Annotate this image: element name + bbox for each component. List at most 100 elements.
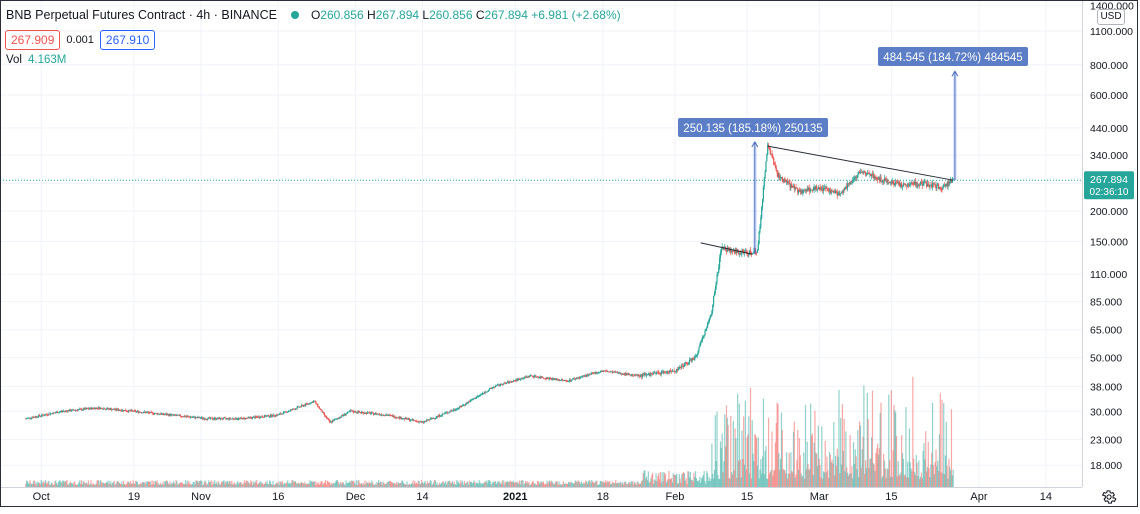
- volume-bar: [257, 483, 260, 487]
- volume-bar: [372, 484, 375, 487]
- volume-bar: [299, 483, 302, 487]
- candle-body: [496, 384, 498, 386]
- candle-body: [172, 414, 174, 416]
- candle-body: [311, 402, 313, 403]
- candle-body: [907, 184, 909, 187]
- candle-body: [703, 335, 705, 336]
- volume-bar: [294, 480, 297, 487]
- candle-body: [566, 380, 568, 382]
- volume-bar: [873, 464, 875, 487]
- candle-body: [133, 410, 135, 412]
- candle-body: [378, 413, 381, 415]
- x-tick-label: 18: [597, 491, 609, 503]
- volume-bar: [123, 484, 126, 487]
- volume-label: Vol: [6, 54, 22, 66]
- candle-body: [931, 183, 934, 188]
- volume-bar: [616, 482, 619, 487]
- volume-bar: [874, 470, 876, 487]
- candle-body: [640, 375, 642, 377]
- candle-body: [33, 416, 35, 418]
- candle-body: [907, 184, 910, 186]
- buy-button[interactable]: 267.910: [99, 30, 156, 50]
- volume-bar: [496, 482, 498, 487]
- currency-button[interactable]: USD: [1097, 9, 1125, 25]
- volume-bar: [56, 484, 59, 487]
- candle-body: [538, 377, 540, 379]
- volume-bar: [551, 481, 553, 487]
- candle-body: [488, 390, 490, 391]
- volume-bar: [62, 480, 64, 487]
- candle-body: [755, 251, 757, 253]
- volume-bar: [115, 483, 117, 487]
- arrow-head-icon: [751, 140, 759, 148]
- candle-body: [548, 378, 551, 380]
- candle-body: [785, 179, 787, 183]
- candle-body: [450, 410, 452, 412]
- candle-body: [636, 374, 638, 377]
- volume-bar: [121, 481, 123, 487]
- candle-body: [324, 413, 326, 416]
- volume-bar: [192, 481, 194, 487]
- volume-bar: [563, 483, 565, 487]
- volume-bar: [50, 484, 52, 487]
- candle-body: [568, 379, 570, 382]
- volume-bar: [334, 483, 336, 487]
- candle-body: [922, 184, 924, 186]
- candle-body: [516, 379, 518, 381]
- volume-bar: [57, 481, 59, 487]
- volume-bar: [573, 482, 576, 487]
- candle-body: [119, 410, 121, 411]
- candle-body: [639, 376, 641, 377]
- volume-bar: [738, 403, 740, 487]
- sell-button[interactable]: 267.909: [5, 30, 61, 50]
- candle-body: [70, 410, 72, 412]
- candle-body: [667, 371, 669, 373]
- volume-bar: [747, 434, 749, 487]
- volume-bar: [403, 484, 406, 487]
- volume-bar: [695, 478, 698, 487]
- y-tick-label: 800.000: [1090, 60, 1128, 72]
- volume-bar: [580, 481, 582, 487]
- volume-bar: [528, 481, 530, 487]
- candle-body: [308, 403, 310, 405]
- candle-body: [165, 413, 168, 415]
- candle-body: [346, 413, 348, 414]
- volume-bar: [897, 461, 899, 487]
- candle-body: [762, 186, 765, 200]
- volume-bar: [165, 481, 167, 487]
- volume-bar: [567, 484, 569, 487]
- candle-body: [153, 413, 155, 415]
- candle-body: [840, 191, 843, 194]
- candle-body: [246, 417, 248, 419]
- volume-bar: [869, 458, 871, 487]
- candle-body: [758, 231, 760, 244]
- candle-body: [509, 381, 511, 383]
- candle-body: [947, 182, 949, 187]
- candle-body: [442, 413, 444, 415]
- volume-bar: [830, 462, 832, 487]
- volume-bar: [578, 481, 580, 487]
- volume-bar: [171, 482, 173, 487]
- gear-icon[interactable]: [1100, 488, 1118, 506]
- candle-body: [928, 185, 930, 187]
- volume-bar: [652, 483, 655, 487]
- candle-body: [840, 193, 842, 194]
- volume-bar: [408, 484, 410, 487]
- volume-bar: [555, 481, 558, 487]
- volume-bar: [461, 480, 463, 487]
- volume-bar: [639, 483, 641, 487]
- volume-bar: [852, 442, 855, 487]
- volume-bar: [276, 483, 278, 487]
- candle-body: [542, 377, 545, 379]
- candle-body: [48, 413, 50, 415]
- symbol-title[interactable]: BNB Perpetual Futures Contract · 4h · BI…: [6, 8, 277, 22]
- candle-body: [479, 394, 481, 396]
- volume-bar: [828, 451, 831, 487]
- candle-body: [307, 403, 309, 405]
- volume-bar: [348, 482, 350, 487]
- y-tick-label: 50.000: [1090, 352, 1122, 364]
- candle-body: [367, 412, 369, 414]
- volume-bar: [417, 480, 419, 487]
- candle-body: [260, 416, 262, 418]
